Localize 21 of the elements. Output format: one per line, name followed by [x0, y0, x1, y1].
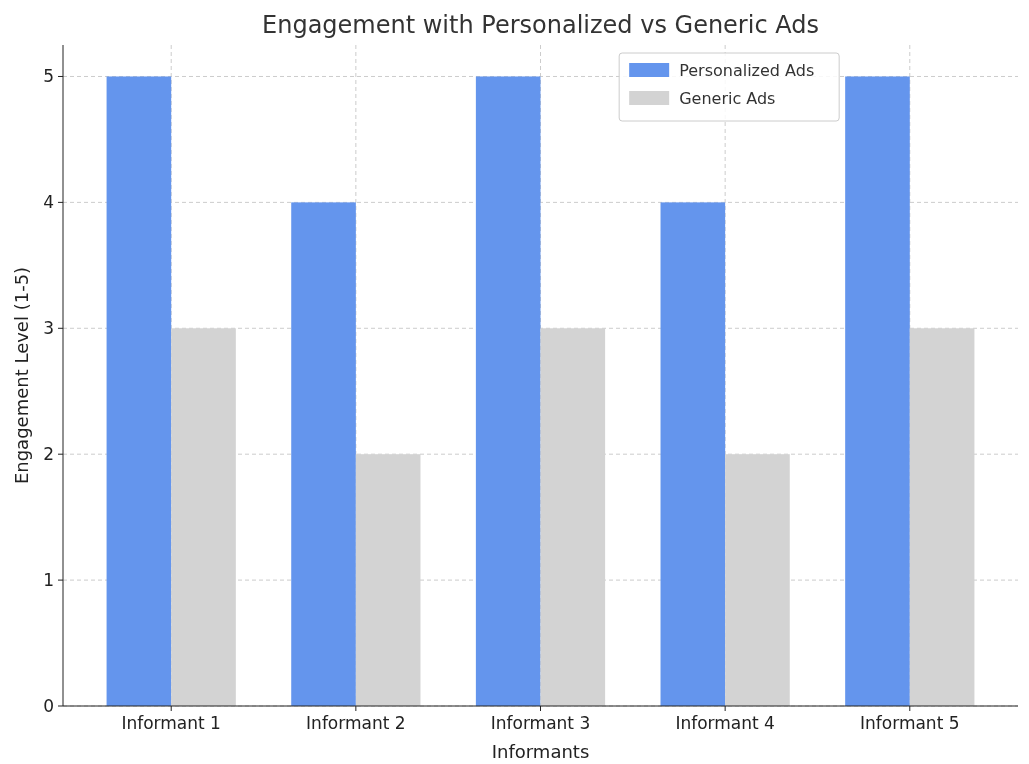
bar	[845, 76, 910, 706]
x-tick-label: Informant 4	[675, 713, 775, 733]
chart-title: Engagement with Personalized vs Generic Ads	[262, 11, 819, 39]
y-tick-label: 0	[43, 695, 54, 716]
x-tick-label: Informant 2	[306, 713, 406, 733]
bar	[475, 76, 541, 706]
bar	[106, 76, 172, 706]
bar	[660, 202, 726, 706]
y-tick-label: 5	[43, 66, 54, 87]
y-tick-label: 4	[43, 192, 54, 213]
y-tick-label: 3	[43, 318, 54, 339]
legend-label: Generic Ads	[679, 88, 776, 108]
x-tick-label: Informant 3	[490, 713, 591, 733]
bar	[291, 202, 356, 706]
x-axis-title: Informants	[491, 741, 590, 762]
x-tick-label: Informant 5	[860, 713, 960, 733]
y-tick-label: 2	[43, 444, 54, 465]
x-tick-label: Informant 1	[121, 713, 221, 733]
y-axis-title: Engagement Level (1-5)	[11, 266, 32, 485]
legend-label: Personalized Ads	[679, 60, 815, 80]
y-tick-label: 1	[43, 570, 54, 591]
